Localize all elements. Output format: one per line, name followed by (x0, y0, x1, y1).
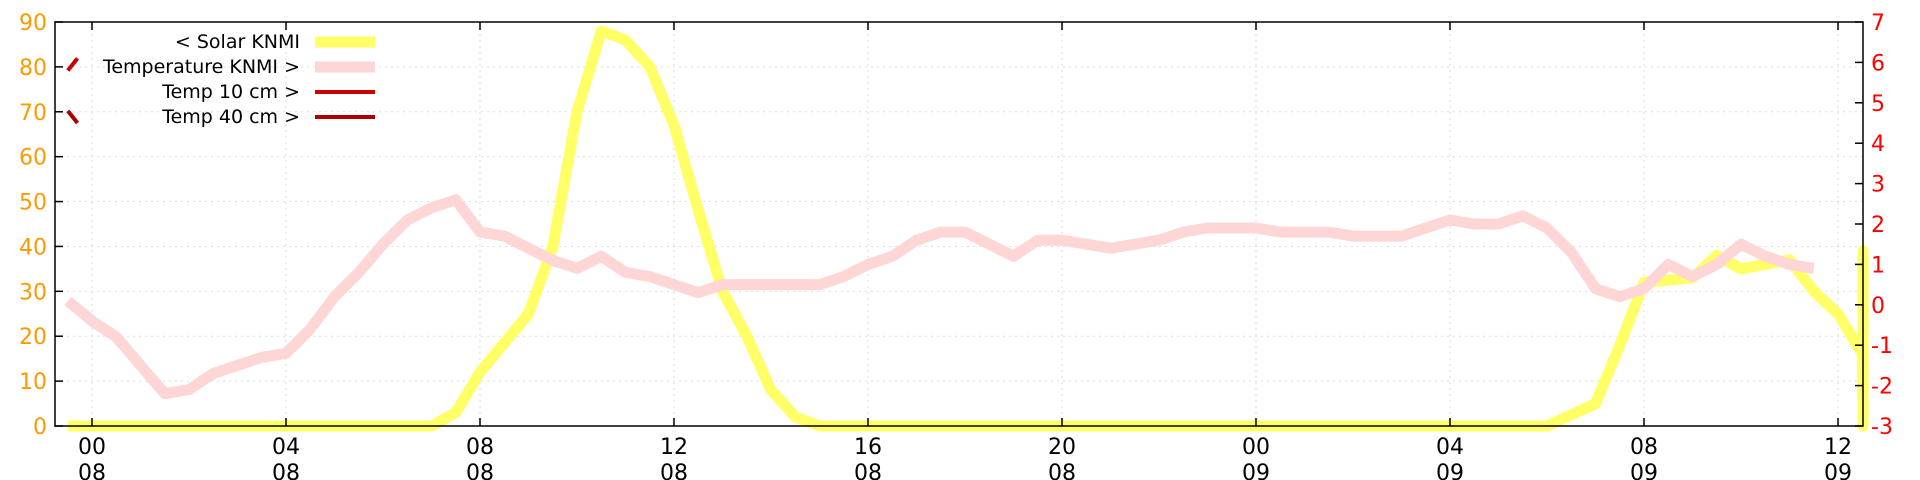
y-right-tick-label: 5 (1871, 92, 1885, 117)
x-tick-label-day: 09 (1242, 461, 1270, 480)
legend-label: Temperature KNMI > (102, 56, 300, 78)
x-tick-label-hour: 20 (1048, 435, 1076, 460)
series-line-2 (66, 57, 80, 72)
x-tick-label-day: 08 (466, 461, 494, 480)
y-right-tick-label: 2 (1871, 213, 1885, 238)
legend-label: Temp 40 cm > (161, 106, 300, 128)
grid (55, 21, 1863, 427)
y-left-tick-label: 40 (19, 235, 47, 260)
x-tick-label-hour: 08 (466, 435, 494, 460)
y-left-tick-label: 70 (19, 101, 47, 126)
y-right-tick-label: 3 (1871, 173, 1885, 198)
y-right-tick-label: -1 (1871, 334, 1893, 359)
y-right-tick-label: -3 (1871, 415, 1893, 440)
y-left-tick-label: 10 (19, 370, 47, 395)
x-tick-label-hour: 00 (1242, 435, 1270, 460)
series-line-1 (64, 194, 1815, 400)
y-axis-left: 0 10 20 30 40 50 60 70 80 90 (19, 11, 63, 440)
x-tick-label-day: 09 (1436, 461, 1464, 480)
x-tick-label-hour: 04 (272, 435, 300, 460)
x-tick-label-day: 08 (660, 461, 688, 480)
plot-frame (54, 21, 1864, 427)
y-right-tick-label: 0 (1871, 294, 1885, 319)
x-tick-label-hour: 04 (1436, 435, 1464, 460)
y-left-tick-label: 0 (33, 415, 47, 440)
x-tick-label-day: 08 (78, 461, 106, 480)
x-tick-label-day: 08 (272, 461, 300, 480)
x-tick-label-hour: 16 (854, 435, 882, 460)
y-left-tick-label: 60 (19, 146, 47, 171)
x-tick-label-day: 08 (1048, 461, 1076, 480)
x-tick-label-day: 08 (854, 461, 882, 480)
y-right-tick-label: 7 (1871, 11, 1885, 36)
x-tick-label-hour: 00 (78, 435, 106, 460)
y-left-tick-label: 50 (19, 191, 47, 216)
y-left-tick-label: 20 (19, 325, 47, 350)
x-tick-label-day: 09 (1824, 461, 1852, 480)
y-axis-right: -3 -2 -1 0 1 2 3 4 5 6 7 (1855, 11, 1893, 440)
legend-label: Temp 10 cm > (161, 81, 300, 103)
y-right-tick-label: -2 (1871, 375, 1893, 400)
y-left-tick-label: 90 (19, 11, 47, 36)
y-left-tick-label: 80 (19, 56, 47, 81)
x-tick-label-hour: 12 (1824, 435, 1852, 460)
legend: < Solar KNMI Temperature KNMI > Temp 10 cm… (102, 31, 375, 128)
series-line-3 (66, 109, 80, 125)
x-tick-label-hour: 08 (1630, 435, 1658, 460)
x-tick-label-day: 09 (1630, 461, 1658, 480)
y-right-tick-label: 4 (1871, 132, 1885, 157)
y-right-tick-label: 6 (1871, 51, 1885, 76)
legend-label: < Solar KNMI (175, 31, 300, 53)
y-left-tick-label: 30 (19, 280, 47, 305)
x-tick-label-hour: 12 (660, 435, 688, 460)
y-right-tick-label: 1 (1871, 253, 1885, 278)
